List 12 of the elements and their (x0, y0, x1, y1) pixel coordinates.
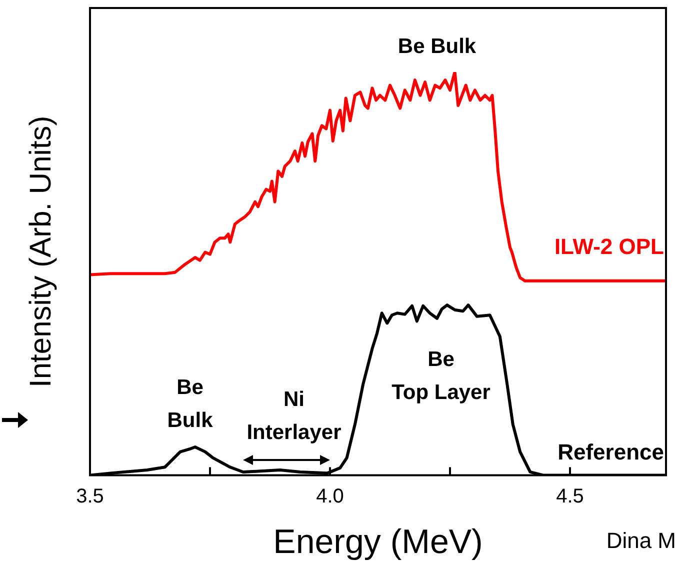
series-label: Reference (558, 439, 664, 464)
x-tick-label: 4.5 (556, 486, 584, 508)
x-tick-label: 3.5 (76, 486, 104, 508)
y-axis-title: Intensity (Arb. Units) (24, 116, 58, 388)
series-label: ILW-2 OPL (554, 234, 664, 259)
x-tick-label: 4.0 (316, 486, 344, 508)
text: Dina M (606, 528, 676, 554)
annotation: Be Top Layer (392, 348, 490, 404)
text: Be Bulk (398, 34, 476, 58)
x-axis-title: Energy (MeV) (273, 522, 483, 561)
annotation: Ni Interlayer (246, 388, 342, 444)
annotation: Be Bulk (167, 376, 214, 432)
